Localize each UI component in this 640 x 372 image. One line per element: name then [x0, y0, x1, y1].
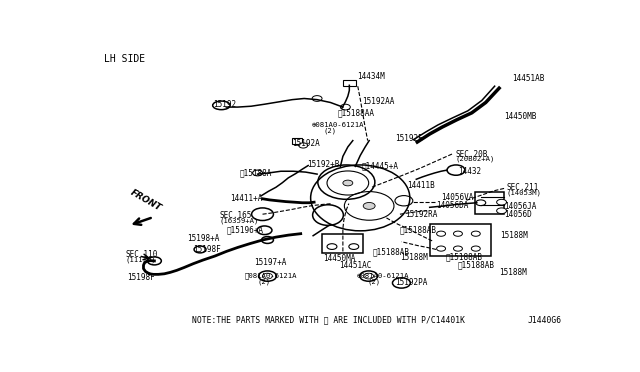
Text: 14450MB: 14450MB: [504, 112, 536, 121]
Text: 15192AA: 15192AA: [362, 97, 394, 106]
Text: ※14445+A: ※14445+A: [362, 161, 399, 170]
Text: 15192: 15192: [213, 100, 236, 109]
Text: (16359+A): (16359+A): [220, 218, 259, 224]
Circle shape: [194, 246, 206, 253]
Circle shape: [364, 202, 375, 209]
Text: NOTE:THE PARTS MARKED WITH ※ ARE INCLUDED WITH P/C14401K: NOTE:THE PARTS MARKED WITH ※ ARE INCLUDE…: [191, 316, 465, 325]
Text: LH SIDE: LH SIDE: [104, 54, 145, 64]
Text: ⊕081A0-6121A: ⊕081A0-6121A: [356, 273, 409, 279]
Text: 15198F: 15198F: [127, 273, 155, 282]
Text: J1440G6: J1440G6: [528, 316, 562, 325]
FancyBboxPatch shape: [322, 234, 364, 253]
Text: 15192PA: 15192PA: [395, 279, 428, 288]
Circle shape: [252, 208, 273, 221]
FancyBboxPatch shape: [476, 192, 504, 214]
Circle shape: [471, 246, 480, 251]
Text: 14432: 14432: [458, 167, 481, 176]
Text: SEC.165: SEC.165: [220, 211, 252, 221]
Text: 15188M: 15188M: [500, 231, 529, 240]
Text: ※15196+A: ※15196+A: [227, 226, 263, 235]
Text: (2): (2): [323, 128, 336, 134]
Circle shape: [447, 165, 465, 175]
Circle shape: [454, 246, 463, 251]
Text: 15197+A: 15197+A: [255, 259, 287, 267]
Text: (11110): (11110): [125, 256, 156, 263]
Text: FRONT: FRONT: [129, 188, 163, 213]
FancyBboxPatch shape: [292, 138, 302, 144]
Circle shape: [299, 143, 308, 148]
Text: ※15188A: ※15188A: [240, 169, 272, 177]
Text: SEC.211: SEC.211: [507, 183, 539, 192]
Circle shape: [259, 271, 276, 281]
Text: 14056JA: 14056JA: [504, 202, 536, 211]
Text: 15192+B: 15192+B: [307, 160, 340, 169]
Text: ※15188AB: ※15188AB: [446, 253, 483, 262]
Text: 15192A: 15192A: [292, 139, 320, 148]
Circle shape: [327, 244, 337, 250]
Text: ※15188AB: ※15188AB: [400, 225, 437, 234]
Text: 14056DA: 14056DA: [436, 201, 468, 210]
Text: 14450MA: 14450MA: [323, 254, 355, 263]
Circle shape: [392, 278, 410, 288]
FancyBboxPatch shape: [343, 80, 356, 86]
Text: ※15188AB: ※15188AB: [372, 247, 410, 256]
Text: ※15188AB: ※15188AB: [458, 260, 495, 269]
Circle shape: [497, 199, 507, 205]
Circle shape: [340, 104, 350, 110]
Text: 14411B: 14411B: [408, 181, 435, 190]
FancyBboxPatch shape: [430, 224, 491, 256]
Circle shape: [262, 237, 273, 243]
Text: ※15188AA: ※15188AA: [338, 108, 375, 117]
Circle shape: [436, 231, 445, 236]
Text: 15188M: 15188M: [499, 268, 527, 277]
Text: 14056VA: 14056VA: [441, 193, 474, 202]
Text: 15192RA: 15192RA: [405, 210, 437, 219]
Text: (20B02+A): (20B02+A): [456, 156, 495, 163]
Circle shape: [147, 257, 161, 265]
Text: 14451AB: 14451AB: [513, 74, 545, 83]
Text: ⊕081A0-6121A: ⊕081A0-6121A: [312, 122, 365, 128]
Circle shape: [436, 246, 445, 251]
Circle shape: [349, 244, 359, 250]
Circle shape: [476, 200, 486, 206]
Text: 15192E: 15192E: [395, 134, 422, 143]
Circle shape: [497, 208, 507, 214]
Circle shape: [312, 96, 322, 101]
Text: (2): (2): [257, 279, 271, 285]
Circle shape: [343, 180, 353, 186]
Text: SEC.110: SEC.110: [125, 250, 158, 259]
Text: 15188M: 15188M: [400, 253, 428, 262]
Text: 14451AC: 14451AC: [339, 261, 371, 270]
Text: SEC.20B: SEC.20B: [456, 150, 488, 158]
Text: 14056D: 14056D: [504, 210, 532, 219]
Text: 14434M: 14434M: [356, 72, 385, 81]
Circle shape: [471, 231, 480, 236]
Text: ※081A0-6121A: ※081A0-6121A: [244, 273, 297, 279]
Text: 15198+A: 15198+A: [187, 234, 219, 243]
Text: (14053M): (14053M): [507, 189, 541, 196]
Circle shape: [257, 226, 272, 235]
Circle shape: [360, 271, 378, 281]
Text: 15198F: 15198F: [193, 245, 221, 254]
Circle shape: [454, 231, 463, 236]
Circle shape: [253, 170, 262, 176]
Text: 14411+A: 14411+A: [230, 194, 262, 203]
Text: (2): (2): [367, 279, 381, 285]
